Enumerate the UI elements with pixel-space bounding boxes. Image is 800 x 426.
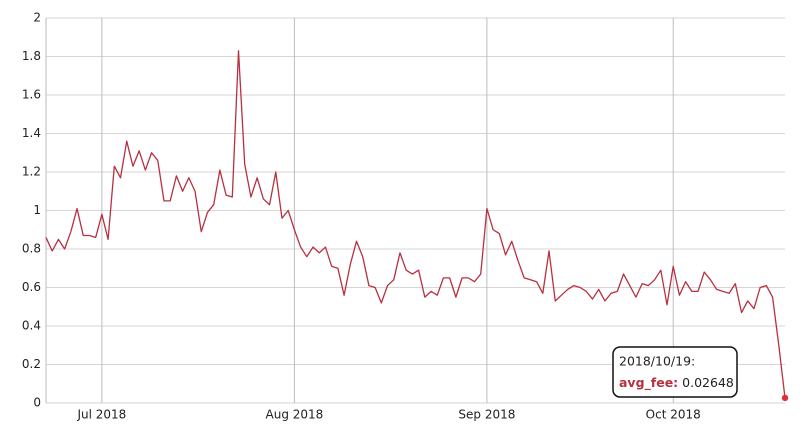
tooltip-value: 0.02648 (682, 375, 734, 390)
y-tick-label: 1.4 (22, 126, 41, 140)
x-tick-label: Aug 2018 (266, 408, 324, 422)
y-tick-label: 0.8 (22, 242, 41, 256)
x-tick-label: Oct 2018 (646, 408, 701, 422)
y-tick-label: 1.6 (22, 88, 41, 102)
y-tick-label: 1.8 (22, 49, 41, 63)
tooltip-series: avg_fee: (619, 375, 678, 391)
plot (45, 50, 789, 402)
y-tick-label: 0.2 (22, 357, 41, 371)
highlight-point (781, 394, 789, 402)
y-tick-label: 1 (33, 203, 41, 217)
y-tick-label: 2 (33, 11, 41, 25)
y-tick-label: 0.4 (22, 319, 41, 333)
tooltip-box (612, 346, 738, 398)
y-tick-label: 0 (33, 396, 41, 410)
tooltip: 2018/10/19: avg_fee: 0.02648 (612, 346, 738, 398)
x-tick-label: Jul 2018 (76, 408, 126, 422)
grid: 0 0.2 0.4 0.6 0.8 1 1.2 1.4 1.6 1.8 2 Jul 2018 Aug 2… (22, 11, 785, 422)
line (45, 50, 786, 398)
x-tick-label: Sep 2018 (458, 408, 515, 422)
y-tick-label: 1.2 (22, 165, 41, 179)
y-tick-label: 0.6 (22, 280, 41, 294)
tooltip-row: avg_fee: 0.02648 (619, 375, 734, 391)
tooltip-date: 2018/10/19: (619, 354, 695, 369)
